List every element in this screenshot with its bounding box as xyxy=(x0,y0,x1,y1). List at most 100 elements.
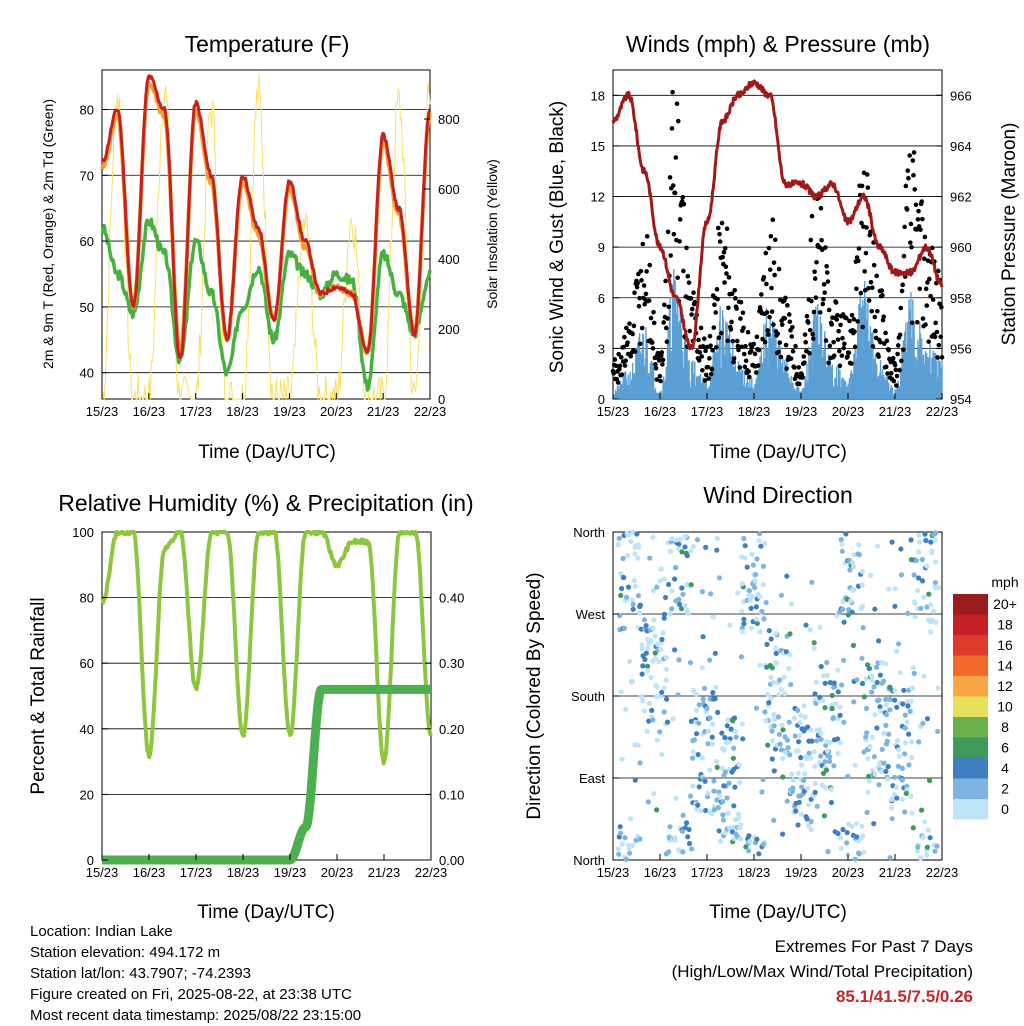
direction-point xyxy=(817,694,823,700)
x-tick-label: 19/23 xyxy=(274,865,307,880)
gust-point xyxy=(741,351,747,357)
gust-point xyxy=(794,371,800,377)
direction-point xyxy=(934,843,940,849)
x-tick-label: 17/23 xyxy=(180,865,213,880)
direction-point xyxy=(835,830,841,837)
direction-point xyxy=(694,731,700,737)
direction-point xyxy=(750,562,757,568)
gust-point xyxy=(919,199,925,204)
x-tick-label: 17/23 xyxy=(691,404,724,419)
direction-point xyxy=(715,709,721,716)
gust-point xyxy=(842,341,847,347)
gust-point xyxy=(628,353,634,359)
direction-point xyxy=(666,849,672,855)
direction-point xyxy=(694,537,701,543)
direction-point xyxy=(864,730,870,736)
direction-point xyxy=(922,819,928,825)
gust-point xyxy=(826,360,831,366)
gust-point xyxy=(783,295,788,301)
direction-point xyxy=(932,559,939,565)
y-tick-label: 400 xyxy=(438,252,460,267)
direction-point xyxy=(776,731,782,738)
direction-point xyxy=(703,807,709,814)
direction-point xyxy=(752,578,758,584)
direction-point xyxy=(658,646,664,653)
direction-point xyxy=(898,572,905,578)
direction-point xyxy=(665,719,671,725)
direction-point xyxy=(787,652,793,658)
gust-point xyxy=(765,328,770,333)
gust-point xyxy=(917,286,923,292)
direction-point xyxy=(641,617,648,623)
humidity-left-ticks: 0 20 40 60 80 100 xyxy=(72,525,108,868)
gust-point xyxy=(732,288,738,293)
gust-point xyxy=(908,221,914,227)
temperature-panel: Temperature (F) 40 50 60 70 80 0 200 400 600 800… xyxy=(40,31,500,463)
gust-point xyxy=(734,338,740,344)
gust-point xyxy=(764,310,770,315)
direction-point xyxy=(924,716,931,722)
direction-point xyxy=(924,844,931,850)
direction-point xyxy=(637,610,643,616)
direction-point xyxy=(776,692,782,698)
direction-point xyxy=(719,765,726,772)
gust-point xyxy=(814,259,819,265)
winds-x-ticks: 15/23 16/23 17/23 18/23 19/23 20/23 21/23 22/23 xyxy=(597,393,958,419)
gust-point xyxy=(907,153,912,158)
gust-point xyxy=(821,296,826,302)
legend-label: 6 xyxy=(1001,740,1009,756)
direction-point xyxy=(784,798,790,804)
direction-point xyxy=(872,606,878,612)
gust-point xyxy=(776,266,782,272)
direction-point xyxy=(873,664,880,670)
direction-point xyxy=(623,856,630,862)
direction-point xyxy=(663,655,669,661)
temperature-title: Temperature (F) xyxy=(185,31,350,57)
direction-point xyxy=(910,825,916,831)
gust-point xyxy=(769,309,775,314)
direction-point xyxy=(808,755,814,762)
created-text: Figure created on Fri, 2025-08-22, at 23… xyxy=(30,986,352,1003)
direction-point xyxy=(740,736,746,742)
direction-point xyxy=(627,816,634,822)
gust-point xyxy=(921,256,927,261)
gust-point xyxy=(911,172,916,178)
direction-point xyxy=(829,692,835,699)
direction-point xyxy=(915,844,921,850)
gust-point xyxy=(900,282,905,288)
gust-point xyxy=(771,260,777,265)
direction-point xyxy=(652,655,659,662)
gust-point xyxy=(935,355,940,360)
gust-point xyxy=(809,213,815,219)
y-tick-label: 0.40 xyxy=(439,591,464,606)
gust-point xyxy=(761,274,767,280)
gust-point xyxy=(854,286,859,292)
direction-point xyxy=(839,541,845,547)
direction-point xyxy=(716,575,723,581)
direction-point xyxy=(646,700,653,707)
direction-point xyxy=(676,657,682,663)
gust-point xyxy=(660,362,665,367)
direction-point xyxy=(928,539,934,545)
direction-point xyxy=(827,754,833,760)
direction-point xyxy=(828,786,834,792)
gust-point xyxy=(737,365,743,370)
y-tick-label: 962 xyxy=(950,190,972,205)
direction-point xyxy=(860,625,866,631)
gust-point xyxy=(888,370,894,376)
direction-point xyxy=(878,769,884,775)
direction-point xyxy=(669,606,675,612)
direction-point xyxy=(894,648,900,654)
direction-point xyxy=(730,755,737,761)
direction-point xyxy=(711,807,718,813)
gust-point xyxy=(783,342,789,348)
direction-point xyxy=(688,582,694,588)
temperature-plot-frame xyxy=(101,69,431,400)
direction-point xyxy=(871,754,878,760)
direction-point xyxy=(639,646,645,652)
direction-point xyxy=(661,709,667,715)
direction-point xyxy=(714,764,720,771)
direction-point xyxy=(932,537,938,543)
direction-point xyxy=(865,756,871,762)
direction-point xyxy=(753,616,759,622)
